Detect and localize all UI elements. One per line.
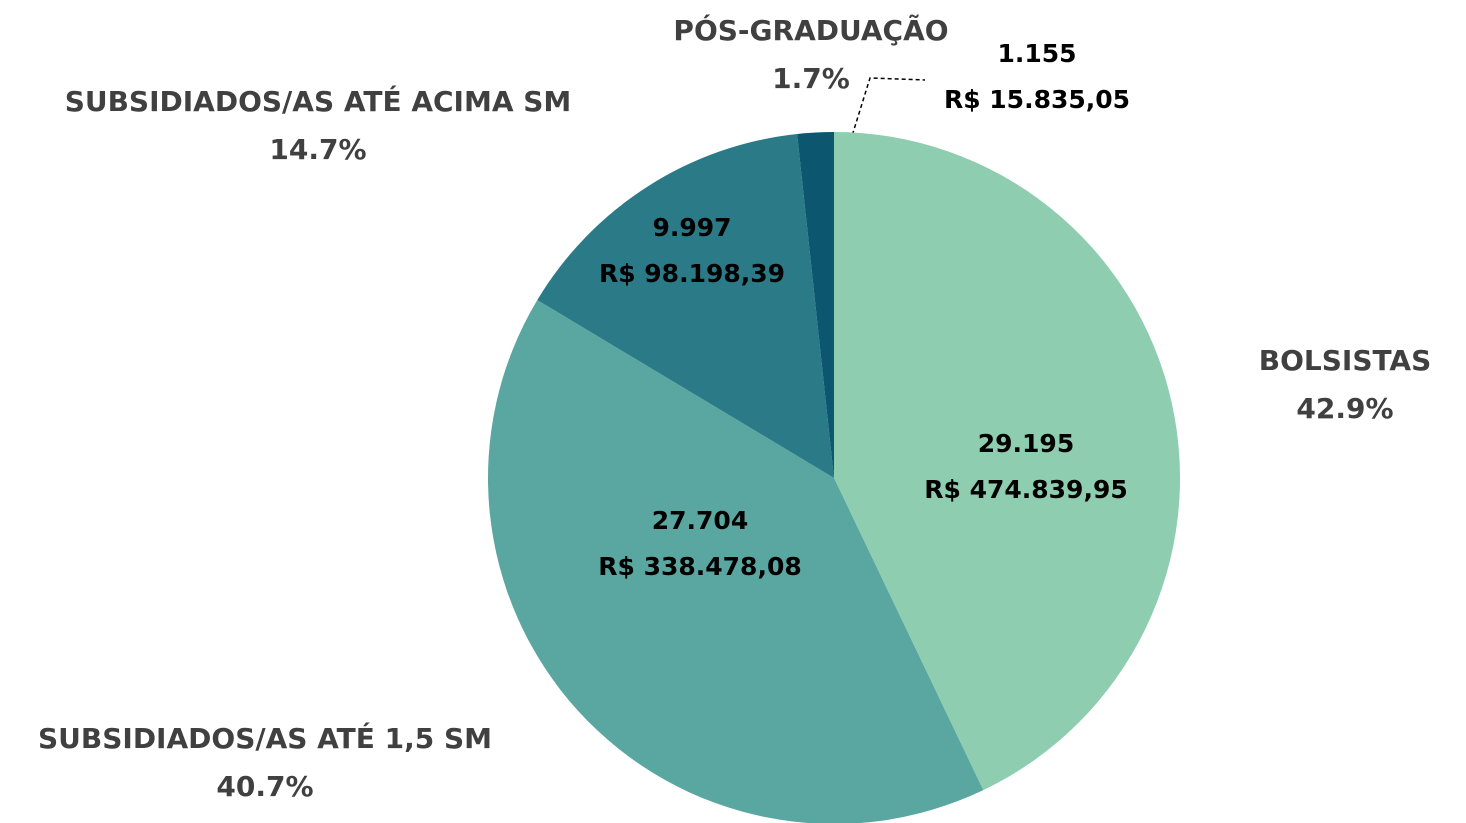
amount-label: R$ 98.198,39: [599, 259, 785, 288]
category-label: PÓS-GRADUAÇÃO: [673, 13, 948, 47]
count-label: 1.155: [997, 39, 1076, 68]
percent-label: 14.7%: [269, 133, 366, 166]
amount-label: R$ 474.839,95: [924, 475, 1128, 504]
count-label: 29.195: [978, 429, 1074, 458]
pie-slice: [834, 132, 1181, 791]
amount-label: R$ 15.835,05: [944, 85, 1130, 114]
percent-label: 1.7%: [772, 62, 850, 95]
percent-label: 40.7%: [216, 770, 313, 803]
pie-slice: [488, 300, 984, 823]
count-label: 27.704: [652, 506, 748, 535]
category-label: BOLSISTAS: [1259, 344, 1432, 377]
amount-label: R$ 338.478,08: [598, 552, 802, 581]
category-label: SUBSIDIADOS/AS ATÉ 1,5 SM: [38, 721, 492, 755]
leader-line: [814, 77, 926, 256]
percent-label: 42.9%: [1296, 392, 1393, 425]
pie-slice: [537, 133, 834, 478]
category-label: SUBSIDIADOS/AS ATÉ ACIMA SM: [65, 84, 572, 118]
pie-slice: [797, 132, 834, 478]
count-label: 9.997: [652, 213, 731, 242]
